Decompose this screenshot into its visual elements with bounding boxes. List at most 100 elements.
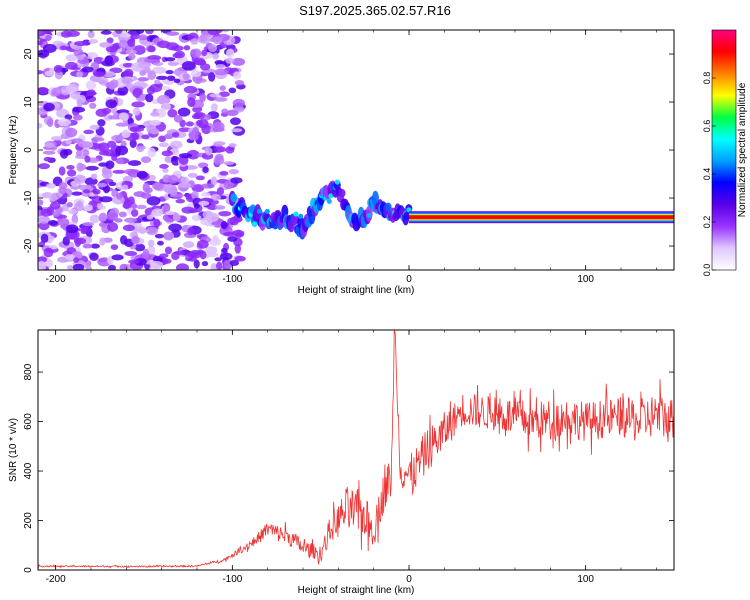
spectrogram-cell <box>117 85 129 96</box>
spectrogram-cell <box>50 136 64 141</box>
spectrogram-cell <box>88 39 99 44</box>
spectrogram-cell <box>141 134 150 140</box>
spectrogram-cell <box>334 179 340 185</box>
spectrogram-cell <box>214 205 226 210</box>
spectrogram-cell <box>230 117 241 126</box>
spectrogram-cell <box>219 171 229 176</box>
spectrogram-cell <box>159 253 169 258</box>
spectrogram-cell <box>167 175 179 184</box>
spectrogram-cell <box>83 129 95 135</box>
spectrogram-cell <box>64 114 73 121</box>
spectrogram-cell <box>167 61 179 67</box>
snr-frame <box>37 329 675 571</box>
spectrogram-cell <box>138 34 148 41</box>
spectrogram-cell <box>146 59 161 64</box>
spectrogram-cell <box>93 71 106 77</box>
spectrogram-cell <box>227 236 238 242</box>
spectrogram-cell <box>121 184 129 191</box>
spectrogram-cell <box>210 193 221 201</box>
spectrogram-cell <box>177 107 191 117</box>
spectrogram-cell <box>134 228 149 234</box>
spectrogram-cell <box>74 237 82 247</box>
y-tick-label: 10 <box>23 96 34 108</box>
spectrogram-cell <box>164 57 176 62</box>
spectrogram-cell <box>76 98 83 108</box>
spectrogram-cell <box>122 224 135 232</box>
spectrogram-cell <box>177 182 192 188</box>
y-tick-label: 600 <box>23 413 34 430</box>
spectrogram-cell <box>173 250 186 255</box>
spectrogram-cell <box>118 211 127 218</box>
spectrogram-cell <box>148 174 156 182</box>
spectrogram-cell <box>46 183 56 189</box>
colorbar-tick-label: 0.4 <box>702 168 712 181</box>
colorbar-gradient <box>711 29 737 271</box>
spectrogram-cell <box>74 40 88 47</box>
spectrogram-cell <box>187 172 198 178</box>
spectrogram-cell <box>232 98 246 108</box>
spectrogram-cell <box>63 148 73 156</box>
spectrogram-cell <box>338 188 346 198</box>
spectrogram-cell <box>169 140 183 149</box>
spectrogram-cell <box>116 192 123 200</box>
spectrogram-cell <box>155 75 168 81</box>
spectrogram-y-ticks: -20 -10 0 10 20 <box>23 48 674 253</box>
spectrogram-cell <box>206 252 219 258</box>
spectrogram-cell <box>181 61 196 71</box>
y-tick-label: -20 <box>23 238 34 253</box>
spectrogram-cell <box>298 213 304 219</box>
spectrogram-cell <box>151 208 164 217</box>
spectrogram-cell <box>230 177 243 184</box>
spectrogram-cell <box>218 210 232 217</box>
spectrogram-cell <box>147 245 156 256</box>
spectrogram-cell <box>161 150 173 157</box>
spectrogram-cell <box>210 103 218 112</box>
spectrogram-cell <box>132 107 141 116</box>
spectrogram-cell <box>196 239 209 249</box>
spectrogram-cell <box>167 108 178 118</box>
spectrogram-cell <box>230 193 238 203</box>
spectrogram-cell <box>121 129 131 139</box>
spectrogram-cell <box>214 68 228 76</box>
spectrogram-cell <box>49 202 61 210</box>
spectrogram-cell <box>38 163 50 170</box>
spectrogram-cell <box>66 201 73 208</box>
spectrogram-cell <box>366 212 372 218</box>
spectrogram-cell <box>192 106 203 113</box>
colorbar-tick-label: 0.8 <box>702 72 712 85</box>
spectrogram-cell <box>89 124 100 130</box>
spectrogram-cell <box>195 175 205 181</box>
spectrogram-cell <box>96 182 108 188</box>
spectrogram-cell <box>38 260 47 270</box>
spectrogram-cell <box>145 93 154 103</box>
y-tick-label: 800 <box>23 363 34 380</box>
spectrogram-cell <box>229 259 240 267</box>
colorbar-tick-label: 0.2 <box>702 216 712 229</box>
spectrogram-cell <box>99 237 106 246</box>
spectrogram-cell <box>146 214 154 220</box>
spectrogram-cell <box>119 263 129 270</box>
spectrogram-cell <box>194 79 202 85</box>
spectrogram-cell <box>202 166 209 174</box>
spectrogram-cell <box>74 174 86 184</box>
figure-title: S197.2025.365.02.57.R16 <box>299 3 451 18</box>
spectrogram-cell <box>201 192 211 197</box>
spectrogram-cell <box>114 218 123 223</box>
spectrogram-cell <box>191 214 202 222</box>
colorbar: 0.0 0.2 0.4 0.6 0.8 Normalized spectral ampl… <box>702 29 748 276</box>
spectrogram-cell <box>226 109 239 117</box>
spectrogram-cell <box>219 85 226 91</box>
spectrogram-cell <box>114 30 123 34</box>
spectrogram-cell <box>187 97 196 108</box>
spectrogram-cell <box>222 30 230 33</box>
spectrogram-cell <box>185 121 194 127</box>
spectrogram-cell <box>98 142 110 152</box>
spectrogram-cell <box>172 212 181 222</box>
spectrogram-cell <box>66 83 79 93</box>
x-tick-label: -100 <box>222 574 242 585</box>
y-tick-label: 20 <box>23 48 34 60</box>
spectrogram-cell <box>213 141 226 146</box>
spectrogram-cell <box>128 53 136 60</box>
spectrogram-cell <box>168 223 182 232</box>
spectrogram-cell <box>228 168 239 175</box>
